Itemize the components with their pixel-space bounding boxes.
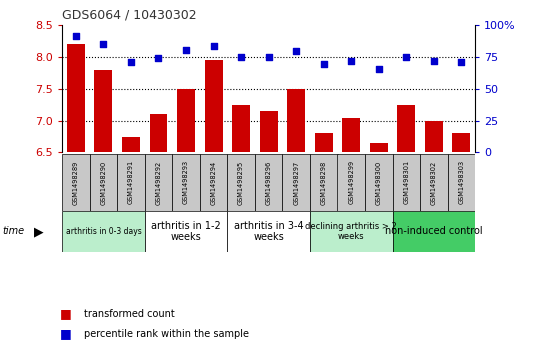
Bar	[453, 133, 470, 152]
Bar	[117, 154, 145, 211]
Text: GSM1498290: GSM1498290	[100, 160, 106, 204]
Text: GSM1498291: GSM1498291	[128, 160, 134, 204]
Bar	[393, 211, 475, 252]
Point	[99, 41, 108, 47]
Point	[374, 66, 383, 72]
Bar	[150, 114, 167, 152]
Bar	[420, 154, 448, 211]
Point	[71, 33, 80, 38]
Point	[154, 56, 163, 61]
Bar	[287, 89, 305, 152]
Text: GSM1498300: GSM1498300	[376, 160, 382, 204]
Text: GSM1498303: GSM1498303	[458, 160, 464, 204]
Bar	[338, 154, 365, 211]
Point	[457, 59, 465, 65]
Text: GSM1498292: GSM1498292	[156, 160, 161, 204]
Text: GSM1498289: GSM1498289	[73, 160, 79, 204]
Bar	[365, 154, 393, 211]
Point	[265, 54, 273, 60]
Text: ■: ■	[59, 307, 71, 321]
Bar	[172, 154, 200, 211]
Bar	[370, 143, 388, 152]
Point	[126, 59, 135, 65]
Bar	[62, 154, 90, 211]
Bar	[62, 211, 145, 252]
Bar	[397, 105, 415, 152]
Text: GSM1498293: GSM1498293	[183, 160, 189, 204]
Bar	[310, 211, 393, 252]
Bar	[200, 154, 227, 211]
Point	[347, 58, 355, 64]
Bar	[393, 154, 420, 211]
Bar	[342, 118, 360, 152]
Bar	[227, 154, 255, 211]
Bar	[448, 154, 475, 211]
Bar	[260, 111, 278, 152]
Text: declining arthritis > 2
weeks: declining arthritis > 2 weeks	[306, 222, 397, 241]
Text: arthritis in 0-3 days: arthritis in 0-3 days	[65, 227, 141, 236]
Bar	[90, 154, 117, 211]
Text: GSM1498302: GSM1498302	[431, 160, 437, 204]
Bar	[177, 89, 195, 152]
Bar	[227, 211, 310, 252]
Point	[210, 43, 218, 49]
Point	[319, 61, 328, 66]
Bar	[145, 154, 172, 211]
Text: ▶: ▶	[33, 225, 43, 238]
Bar	[425, 121, 443, 152]
Text: arthritis in 1-2
weeks: arthritis in 1-2 weeks	[151, 221, 221, 242]
Text: GSM1498299: GSM1498299	[348, 160, 354, 204]
Bar	[232, 105, 250, 152]
Text: GDS6064 / 10430302: GDS6064 / 10430302	[62, 9, 197, 22]
Text: GSM1498298: GSM1498298	[321, 160, 327, 204]
Bar	[282, 154, 310, 211]
Bar	[255, 154, 282, 211]
Text: transformed count: transformed count	[84, 309, 174, 319]
Bar	[310, 154, 338, 211]
Bar	[315, 133, 333, 152]
Text: ■: ■	[59, 327, 71, 340]
Text: GSM1498294: GSM1498294	[211, 160, 217, 204]
Text: GSM1498296: GSM1498296	[266, 160, 272, 204]
Point	[181, 46, 190, 52]
Bar	[67, 45, 85, 152]
Bar	[94, 70, 112, 152]
Point	[429, 58, 438, 64]
Text: percentile rank within the sample: percentile rank within the sample	[84, 329, 249, 339]
Text: GSM1498297: GSM1498297	[293, 160, 299, 204]
Point	[237, 54, 245, 60]
Point	[402, 54, 410, 60]
Point	[292, 48, 300, 54]
Bar	[122, 136, 140, 152]
Text: time: time	[3, 227, 25, 236]
Text: GSM1498301: GSM1498301	[403, 160, 409, 204]
Bar	[205, 60, 222, 152]
Bar	[145, 211, 227, 252]
Text: non-induced control: non-induced control	[385, 227, 483, 236]
Text: arthritis in 3-4
weeks: arthritis in 3-4 weeks	[234, 221, 303, 242]
Text: GSM1498295: GSM1498295	[238, 160, 244, 204]
